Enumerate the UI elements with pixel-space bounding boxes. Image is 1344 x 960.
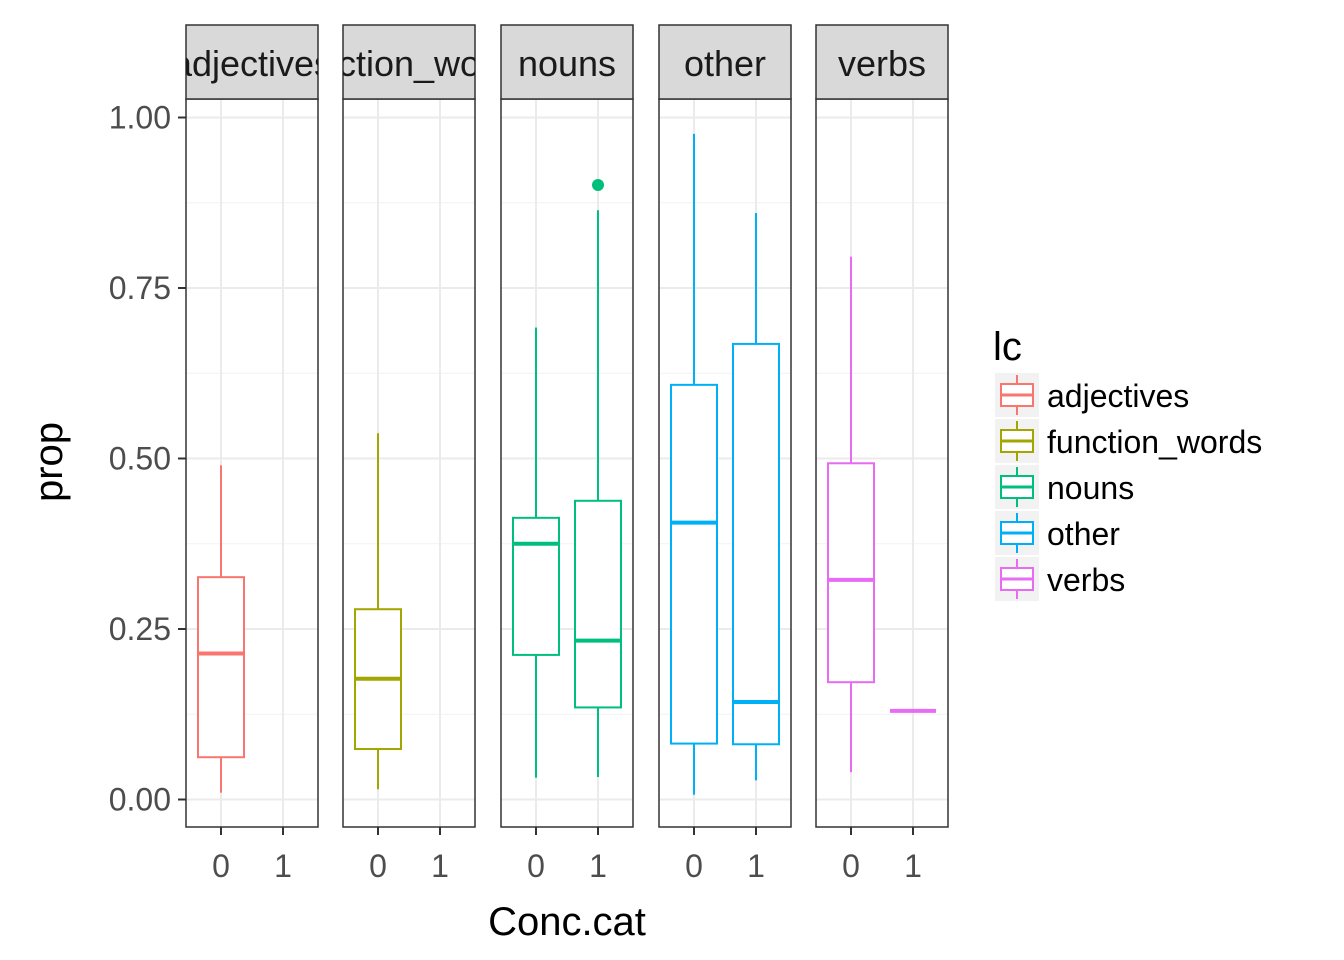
box-adjectives-0 bbox=[197, 465, 245, 793]
facet-strip-label: other bbox=[684, 43, 766, 84]
facet-panel-adjectives: adjectives 0 1 bbox=[172, 24, 332, 884]
legend-label: adjectives bbox=[1047, 378, 1189, 414]
x-tick-label: 1 bbox=[589, 848, 607, 884]
legend-item-other: other bbox=[995, 511, 1120, 555]
box-function_words-0 bbox=[354, 433, 402, 790]
box-other-1 bbox=[732, 212, 780, 781]
x-tick-label: 0 bbox=[212, 848, 230, 884]
x-tick-label: 0 bbox=[369, 848, 387, 884]
box-verbs-0 bbox=[827, 256, 875, 773]
legend-item-nouns: nouns bbox=[995, 465, 1134, 509]
y-tick-label: 0.75 bbox=[109, 270, 171, 306]
box-iqr bbox=[512, 516, 560, 656]
facet-strip bbox=[500, 24, 634, 100]
y-tick-label: 1.00 bbox=[109, 100, 171, 136]
x-tick-label: 1 bbox=[431, 848, 449, 884]
x-tick-label: 1 bbox=[904, 848, 922, 884]
x-tick-label: 0 bbox=[842, 848, 860, 884]
legend-title: lc bbox=[993, 325, 1022, 369]
box-iqr bbox=[197, 576, 245, 759]
x-tick-label: 0 bbox=[527, 848, 545, 884]
facet-strip bbox=[658, 24, 792, 100]
legend-label: function_words bbox=[1047, 424, 1262, 460]
facet-strip-label: nouns bbox=[518, 43, 616, 84]
box-iqr bbox=[732, 342, 780, 746]
facet-strip bbox=[815, 24, 949, 100]
legend-label: other bbox=[1047, 516, 1120, 552]
legend-item-adjectives: adjectives bbox=[995, 373, 1189, 417]
x-tick-label: 1 bbox=[274, 848, 292, 884]
y-axis-title: prop bbox=[27, 422, 71, 502]
legend-label: verbs bbox=[1047, 562, 1125, 598]
facet-panel-nouns: nouns 0 1 bbox=[500, 24, 634, 884]
y-tick-label: 0.50 bbox=[109, 441, 171, 477]
facet-panel-function_words: function_words 0 1 bbox=[288, 24, 530, 884]
facet-panel-other: other 0 1 bbox=[658, 24, 792, 884]
box-iqr bbox=[574, 499, 622, 709]
y-tick-label: 0.00 bbox=[109, 782, 171, 818]
legend-label: nouns bbox=[1047, 470, 1134, 506]
box-nouns-1 bbox=[574, 179, 622, 777]
facet-strip bbox=[342, 24, 476, 100]
panel-background bbox=[501, 99, 633, 827]
box-iqr bbox=[827, 462, 875, 684]
facet-strip-label: function_words bbox=[288, 43, 530, 84]
x-tick-label: 1 bbox=[747, 848, 765, 884]
y-tick-label: 0.25 bbox=[109, 611, 171, 647]
facet-strip bbox=[185, 24, 319, 100]
y-axis: 0.00 0.25 0.50 0.75 1.00 bbox=[109, 100, 186, 818]
x-axis-title: Conc.cat bbox=[488, 900, 646, 944]
facet-strip-label: adjectives bbox=[172, 43, 332, 84]
outlier-point bbox=[592, 179, 604, 192]
facet-strip-label: verbs bbox=[838, 43, 926, 84]
box-other-0 bbox=[670, 133, 718, 795]
box-iqr bbox=[670, 383, 718, 745]
facet-panel-verbs: verbs 0 1 bbox=[815, 24, 949, 884]
legend-item-function_words: function_words bbox=[995, 419, 1262, 463]
x-tick-label: 0 bbox=[685, 848, 703, 884]
legend-item-verbs: verbs bbox=[995, 557, 1125, 601]
box-nouns-0 bbox=[512, 327, 560, 778]
